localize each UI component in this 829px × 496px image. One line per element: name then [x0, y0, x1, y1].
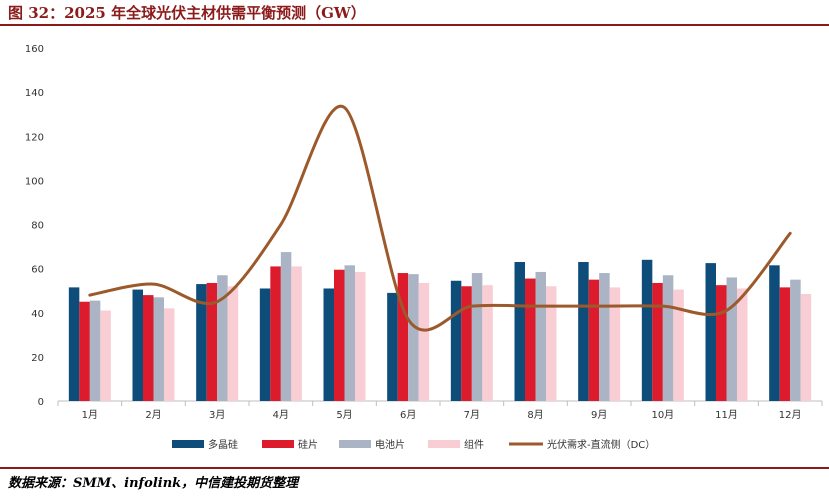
x-tick-label: 7月	[464, 409, 480, 421]
legend-label-1: 硅片	[298, 438, 318, 451]
y-axis: 0 20 40 60 80 100 120 140 160	[25, 44, 44, 408]
bar-3-0	[100, 310, 111, 401]
bar-1-10	[716, 285, 727, 401]
y-tick-label: 100	[25, 176, 44, 187]
x-axis: 1月 2月 3月 4月 5月 6月 7月 8月 9月 10月 11月 12月	[57, 400, 823, 421]
bar-0-11	[769, 265, 780, 401]
bar-1-11	[779, 287, 791, 401]
bar-3-11	[800, 294, 812, 401]
y-tick-label: 120	[25, 132, 44, 143]
bar-3-2	[227, 286, 239, 401]
page-title: 图 32：2025 年全球光伏主材供需平衡预测（GW）	[8, 4, 366, 22]
source-note: 数据来源：SMM、infolink，中信建投期货整理	[8, 476, 299, 491]
bar-2-6	[471, 273, 483, 401]
x-tick-label: 5月	[336, 409, 352, 421]
y-tick-label: 60	[31, 265, 44, 276]
bar-0-2	[196, 284, 207, 401]
bar-0-5	[387, 292, 398, 401]
legend: 多晶硅 硅片 电池片 组件 光伏需求-直流侧（DC）	[172, 438, 655, 451]
bar-series-group	[68, 252, 812, 401]
y-tick-label: 160	[25, 44, 44, 55]
bar-1-7	[525, 278, 536, 401]
bar-2-5	[408, 274, 419, 401]
bar-1-1	[143, 295, 154, 401]
x-tick-label: 12月	[779, 409, 802, 421]
bar-0-8	[578, 262, 589, 401]
bar-3-1	[164, 308, 175, 401]
bar-2-3	[280, 252, 292, 401]
bar-2-0	[89, 300, 101, 401]
x-tick-label: 1月	[82, 409, 98, 421]
x-tick-label: 11月	[715, 409, 738, 421]
bar-3-10	[737, 288, 748, 401]
x-tick-label: 9月	[591, 409, 607, 421]
legend-label-4: 光伏需求-直流侧（DC）	[547, 438, 655, 451]
bar-0-6	[450, 280, 462, 401]
y-tick-label: 0	[38, 397, 44, 408]
bar-2-11	[790, 279, 801, 401]
bar-0-4	[323, 288, 334, 401]
demand-line	[88, 104, 792, 332]
bar-0-1	[132, 289, 143, 401]
x-tick-label: 10月	[651, 409, 674, 421]
bar-3-3	[291, 266, 302, 401]
bar-3-9	[673, 289, 684, 401]
bar-0-10	[705, 263, 716, 401]
bar-2-9	[662, 275, 674, 401]
bar-1-6	[461, 286, 472, 401]
bar-1-8	[588, 279, 600, 401]
legend-label-2: 电池片	[375, 438, 405, 451]
x-tick-label: 2月	[145, 409, 161, 421]
bar-3-4	[355, 271, 366, 401]
bar-2-10	[726, 277, 737, 401]
bar-0-0	[68, 287, 80, 401]
bar-2-2	[217, 275, 228, 401]
bar-3-8	[609, 287, 621, 401]
y-tick-label: 140	[25, 88, 44, 99]
legend-swatch-3	[428, 440, 460, 448]
x-tick-label: 8月	[527, 409, 543, 421]
demand-line-group	[88, 104, 792, 332]
legend-label-3: 组件	[464, 438, 484, 451]
bar-0-9	[641, 259, 653, 401]
y-tick-label: 80	[31, 221, 44, 232]
chart: 0 20 40 60 80 100 120 140 160 1月 2月 3月 4月 5月 6月 7月 8月 9月…	[25, 44, 823, 451]
title-rule	[0, 24, 829, 26]
legend-swatch-2	[339, 440, 371, 448]
bar-0-7	[514, 262, 525, 401]
bar-1-9	[652, 282, 663, 401]
footer-rule	[0, 467, 829, 469]
bar-3-7	[546, 286, 557, 401]
bar-1-4	[334, 269, 345, 401]
x-tick-label: 4月	[273, 409, 289, 421]
legend-swatch-0	[172, 440, 204, 448]
bar-1-0	[79, 301, 90, 401]
legend-swatch-1	[262, 440, 294, 448]
bar-3-5	[418, 282, 430, 401]
legend-label-0: 多晶硅	[208, 438, 238, 451]
bar-0-3	[259, 288, 271, 401]
bar-1-2	[206, 282, 218, 401]
bar-3-6	[482, 285, 493, 401]
y-tick-label: 20	[31, 353, 44, 364]
bar-2-1	[153, 297, 164, 401]
bar-2-4	[344, 265, 355, 401]
x-tick-label: 3月	[209, 409, 225, 421]
bar-1-3	[270, 266, 281, 401]
bar-2-8	[599, 273, 610, 401]
bar-1-5	[397, 273, 409, 401]
y-tick-label: 40	[31, 309, 44, 320]
bar-2-7	[535, 271, 546, 401]
x-tick-label: 6月	[400, 409, 416, 421]
